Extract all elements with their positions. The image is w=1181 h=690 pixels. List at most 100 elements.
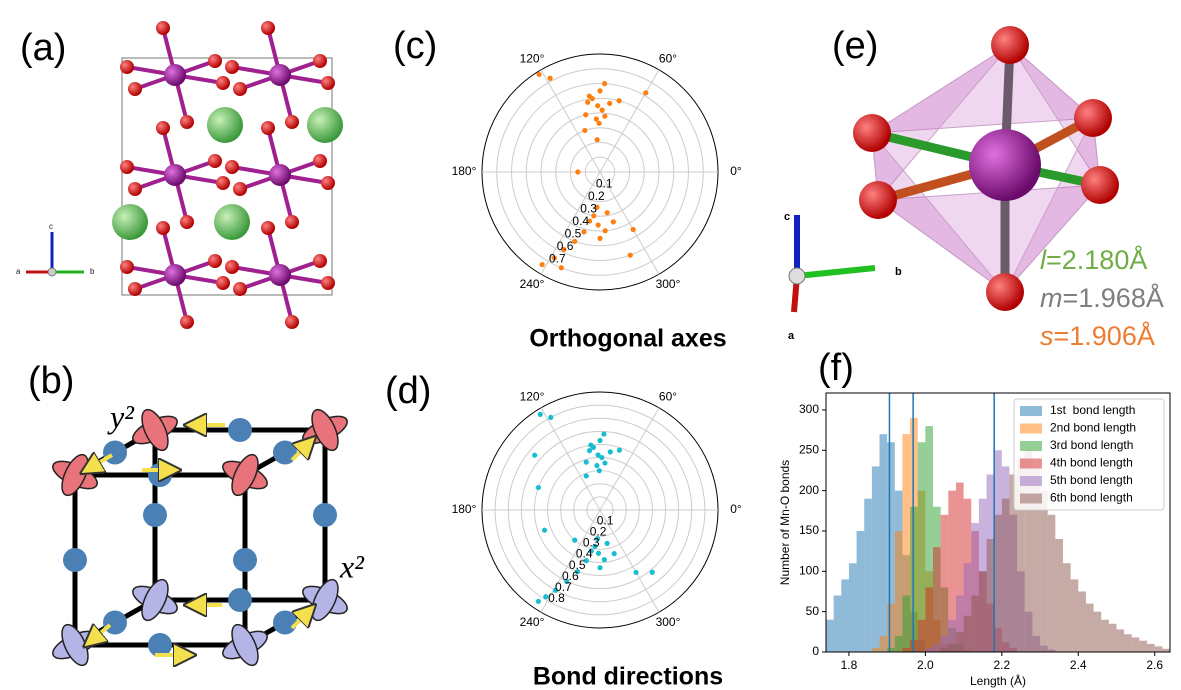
- theta-tick-label: 180°: [452, 164, 477, 178]
- oxygen-atom: [128, 282, 142, 296]
- bar: [895, 531, 903, 652]
- a-site-atom: [207, 107, 243, 143]
- theta-tick-label: 240°: [520, 615, 545, 629]
- oxygen-atom: [156, 21, 170, 35]
- bar: [834, 596, 842, 652]
- bar: [895, 636, 903, 652]
- theta-tick-label: 60°: [659, 390, 677, 404]
- axis-label: c: [49, 222, 53, 231]
- theta-tick-label: 300°: [656, 277, 681, 291]
- bar: [1109, 624, 1117, 652]
- point: [596, 222, 601, 227]
- point: [608, 449, 613, 454]
- point: [602, 557, 607, 562]
- oxygen-atom: [216, 176, 230, 190]
- axis-origin: [789, 268, 805, 284]
- point: [595, 103, 600, 108]
- oxygen-atom: [120, 260, 134, 274]
- a-site-atom: [214, 204, 250, 240]
- oxygen-atom: [233, 182, 247, 196]
- point: [612, 551, 617, 556]
- oxygen-atom: [180, 115, 194, 129]
- bond-value: =1.968Å: [1063, 282, 1164, 313]
- oxygen-atom: [321, 176, 335, 190]
- point: [602, 460, 607, 465]
- oxygen-atom: [285, 115, 299, 129]
- bar: [918, 620, 926, 652]
- legend-label: 6th bond length: [1050, 491, 1133, 505]
- point: [611, 219, 616, 224]
- oxygen-atom: [859, 181, 897, 219]
- point: [581, 229, 586, 234]
- oxygen-atom: [853, 114, 891, 152]
- theta-tick-label: 120°: [520, 390, 545, 404]
- oxygen-atom: [225, 260, 239, 274]
- point: [587, 93, 592, 98]
- axis-label: b: [895, 266, 902, 278]
- bar: [941, 648, 949, 652]
- bond-length: l=2.180Å: [1040, 244, 1147, 275]
- oxygen-atom: [261, 221, 275, 235]
- oxygen-atom: [225, 160, 239, 174]
- legend-label: 3rd bond length: [1050, 438, 1133, 452]
- oxygen-atom: [313, 254, 327, 268]
- oxygen-atom: [120, 60, 134, 74]
- orbital-label: y²: [107, 398, 135, 434]
- site: [103, 611, 127, 635]
- axis-label: c: [784, 211, 790, 223]
- mn-atom: [164, 264, 186, 286]
- oxygen-atom: [313, 154, 327, 168]
- x-axis-label: Length (Å): [970, 673, 1026, 688]
- bar: [979, 571, 987, 652]
- site: [273, 611, 297, 635]
- point: [548, 415, 553, 420]
- site: [148, 463, 172, 487]
- x-tick-label: 2.4: [1070, 658, 1087, 672]
- point: [607, 101, 612, 106]
- point: [536, 72, 541, 77]
- bar: [872, 466, 880, 652]
- bar: [910, 640, 918, 652]
- oxygen-atom: [285, 215, 299, 229]
- bar: [971, 596, 979, 652]
- r-tick-label: 0.8: [548, 591, 565, 605]
- oxygen-atom: [156, 221, 170, 235]
- point: [559, 265, 564, 270]
- mn-atom: [164, 164, 186, 186]
- chart-title: Orthogonal axes: [529, 325, 726, 353]
- oxygen-atom: [208, 54, 222, 68]
- site: [313, 503, 337, 527]
- point: [532, 453, 537, 458]
- theta-tick-label: 0°: [730, 164, 742, 178]
- oxygen-atom: [261, 121, 275, 135]
- bar: [964, 616, 972, 652]
- bond-length: s=1.906Å: [1040, 320, 1155, 351]
- legend-swatch: [1020, 424, 1042, 434]
- legend-label: 4th bond length: [1050, 456, 1133, 470]
- panel-label: (e): [832, 25, 878, 67]
- point: [575, 169, 580, 174]
- oxygen-atom: [128, 82, 142, 96]
- y-tick-label: 50: [806, 604, 820, 618]
- bar: [1071, 579, 1079, 652]
- axis-label: b: [90, 267, 95, 276]
- point: [548, 76, 553, 81]
- theta-tick-label: 180°: [452, 502, 477, 516]
- theta-tick-label: 60°: [659, 52, 677, 66]
- point: [572, 538, 577, 543]
- site: [228, 418, 252, 442]
- a-site-atom: [307, 107, 343, 143]
- bar: [1101, 620, 1109, 652]
- r-tick-label: 0.7: [549, 252, 566, 266]
- oxygen-atom: [208, 154, 222, 168]
- oxygen-atom: [285, 315, 299, 329]
- bar: [933, 644, 941, 652]
- oxygen-atom: [313, 54, 327, 68]
- point: [597, 236, 602, 241]
- bar: [948, 644, 956, 652]
- bar: [1124, 634, 1132, 652]
- bond-length: m=1.968Å: [1040, 282, 1164, 313]
- y-tick-label: 0: [812, 644, 819, 658]
- theta-tick-label: 0°: [730, 502, 742, 516]
- axis-label: a: [16, 267, 21, 276]
